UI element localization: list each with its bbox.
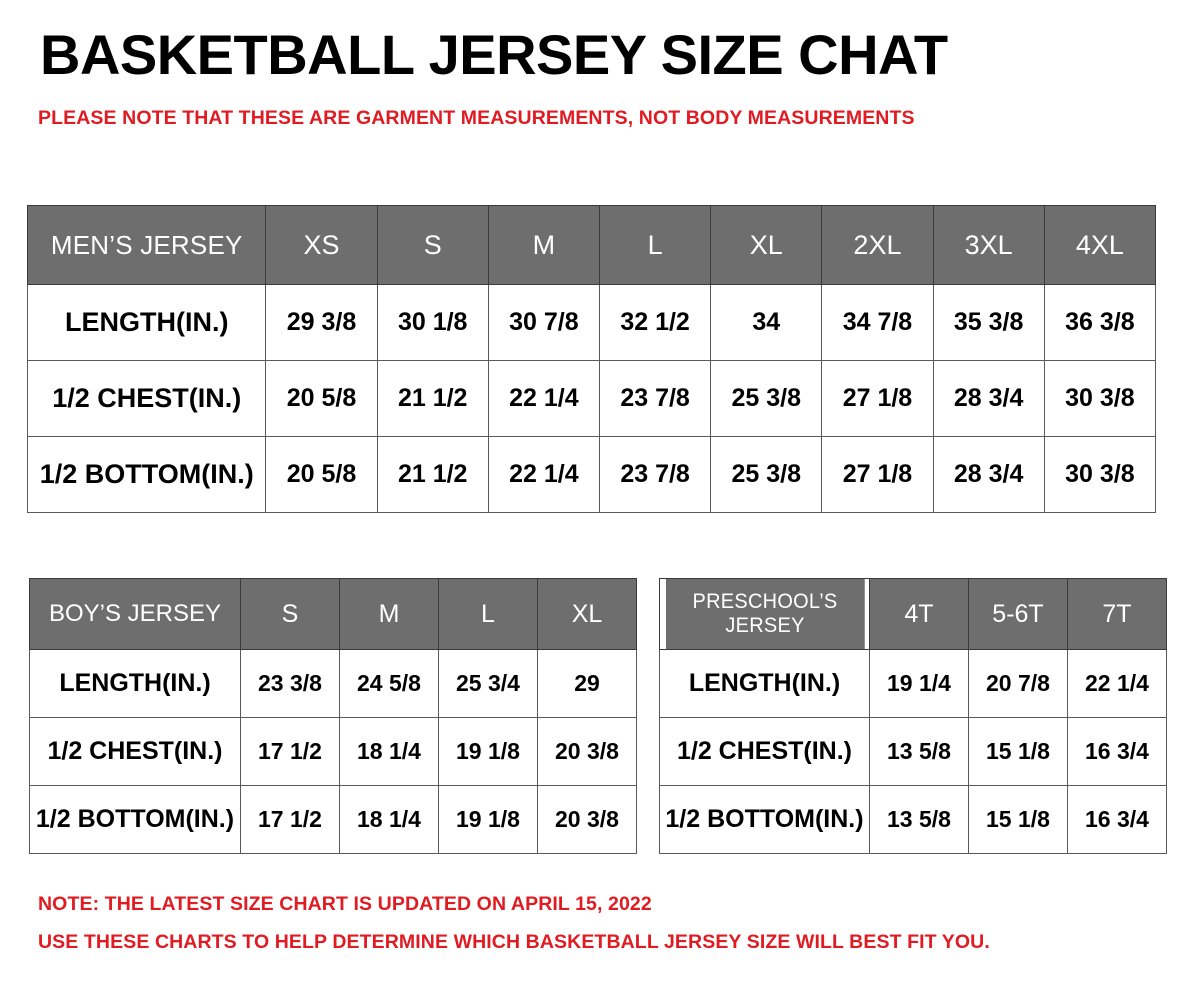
cell-bottom-4xl: 30 3/8 [1043,436,1157,513]
column-header-xl: XL [710,205,823,285]
table-row: 1/2 BOTTOM(IN.) 13 5/8 15 1/8 16 3/4 [659,785,1167,854]
column-header-s: S [376,205,489,285]
column-header-m: M [487,205,600,285]
footer-note-usage: USE THESE CHARTS TO HELP DETERMINE WHICH… [38,931,990,953]
cell-boys-length-m: 24 5/8 [339,649,439,718]
cell-chest-l: 23 7/8 [598,360,712,437]
cell-chest-m: 22 1/4 [487,360,600,437]
row-label-length: LENGTH(IN.) [26,284,267,361]
cell-length-l: 32 1/2 [598,284,712,361]
column-header-4t: 4T [869,578,969,650]
table-row: 1/2 BOTTOM(IN.) 20 5/8 21 1/2 22 1/4 23 … [26,436,1157,513]
cell-boys-bottom-l: 19 1/8 [438,785,538,854]
cell-bottom-xs: 20 5/8 [265,436,378,513]
cell-bottom-l: 23 7/8 [598,436,712,513]
table-row: 1/2 CHEST(IN.) 17 1/2 18 1/4 19 1/8 20 3… [29,717,637,786]
cell-preschool-length-4t: 19 1/4 [869,649,969,718]
garment-measurement-note: PLEASE NOTE THAT THESE ARE GARMENT MEASU… [38,107,915,129]
cell-length-3xl: 35 3/8 [932,284,1045,361]
page-title: BASKETBALL JERSEY SIZE CHAT [40,23,948,86]
table-header-row: PRESCHOOL’S JERSEY 4T 5-6T 7T [660,578,1167,650]
boys-table-title-cell: BOY’S JERSEY [29,578,241,650]
column-header-boys-m: M [339,578,439,650]
row-label-boys-length: LENGTH(IN.) [29,649,241,718]
row-label-preschool-bottom: 1/2 BOTTOM(IN.) [659,785,870,854]
footer-note-updated: NOTE: THE LATEST SIZE CHART IS UPDATED O… [38,893,652,915]
cell-chest-s: 21 1/2 [376,360,489,437]
column-header-3xl: 3XL [932,205,1045,285]
cell-bottom-s: 21 1/2 [376,436,489,513]
cell-chest-xl: 25 3/8 [710,360,823,437]
cell-preschool-bottom-5-6t: 15 1/8 [968,785,1068,854]
cell-length-2xl: 34 7/8 [821,284,934,361]
mens-jersey-size-table: MEN’S JERSEY XS S M L XL 2XL 3XL 4XL LEN… [26,205,1157,513]
row-label-preschool-length: LENGTH(IN.) [659,649,870,718]
cell-preschool-length-5-6t: 20 7/8 [968,649,1068,718]
cell-boys-length-l: 25 3/4 [438,649,538,718]
preschool-jersey-size-table: PRESCHOOL’S JERSEY 4T 5-6T 7T LENGTH(IN.… [659,578,1167,854]
cell-preschool-bottom-7t: 16 3/4 [1067,785,1167,854]
column-header-l: L [598,205,712,285]
cell-chest-4xl: 30 3/8 [1043,360,1157,437]
cell-bottom-2xl: 27 1/8 [821,436,934,513]
cell-boys-chest-m: 18 1/4 [339,717,439,786]
table-row: 1/2 CHEST(IN.) 13 5/8 15 1/8 16 3/4 [659,717,1167,786]
cell-bottom-xl: 25 3/8 [710,436,823,513]
cell-preschool-bottom-4t: 13 5/8 [869,785,969,854]
cell-boys-chest-l: 19 1/8 [438,717,538,786]
cell-chest-3xl: 28 3/4 [932,360,1045,437]
cell-boys-length-s: 23 3/8 [240,649,340,718]
cell-boys-bottom-m: 18 1/4 [339,785,439,854]
cell-preschool-chest-4t: 13 5/8 [869,717,969,786]
mens-table-title-cell: MEN’S JERSEY [26,205,267,285]
cell-boys-bottom-s: 17 1/2 [240,785,340,854]
boys-jersey-size-table: BOY’S JERSEY S M L XL LENGTH(IN.) 23 3/8… [29,578,637,854]
row-label-boys-chest: 1/2 CHEST(IN.) [29,717,241,786]
preschool-table-title-cell: PRESCHOOL’S JERSEY [664,578,865,650]
cell-preschool-chest-5-6t: 15 1/8 [968,717,1068,786]
cell-chest-xs: 20 5/8 [265,360,378,437]
column-header-boys-l: L [438,578,538,650]
row-label-boys-bottom: 1/2 BOTTOM(IN.) [29,785,241,854]
cell-length-s: 30 1/8 [376,284,489,361]
footer-notes: NOTE: THE LATEST SIZE CHART IS UPDATED O… [38,885,1148,961]
column-header-4xl: 4XL [1043,205,1157,285]
cell-length-4xl: 36 3/8 [1043,284,1157,361]
cell-boys-chest-xl: 20 3/8 [537,717,637,786]
table-row: LENGTH(IN.) 19 1/4 20 7/8 22 1/4 [659,649,1167,718]
cell-preschool-chest-7t: 16 3/4 [1067,717,1167,786]
column-header-boys-s: S [240,578,340,650]
column-header-2xl: 2XL [821,205,934,285]
column-header-xs: XS [265,205,378,285]
column-header-5-6t: 5-6T [968,578,1068,650]
cell-length-xs: 29 3/8 [265,284,378,361]
cell-length-xl: 34 [710,284,823,361]
table-row: 1/2 BOTTOM(IN.) 17 1/2 18 1/4 19 1/8 20 … [29,785,637,854]
table-row: LENGTH(IN.) 29 3/8 30 1/8 30 7/8 32 1/2 … [26,284,1157,361]
column-header-7t: 7T [1067,578,1167,650]
cell-bottom-3xl: 28 3/4 [932,436,1045,513]
row-label-preschool-chest: 1/2 CHEST(IN.) [659,717,870,786]
cell-bottom-m: 22 1/4 [487,436,600,513]
table-header-row: BOY’S JERSEY S M L XL [29,578,637,650]
cell-boys-length-xl: 29 [537,649,637,718]
row-label-chest: 1/2 CHEST(IN.) [26,360,267,437]
cell-preschool-length-7t: 22 1/4 [1067,649,1167,718]
row-label-bottom: 1/2 BOTTOM(IN.) [26,436,267,513]
table-row: LENGTH(IN.) 23 3/8 24 5/8 25 3/4 29 [29,649,637,718]
cell-boys-bottom-xl: 20 3/8 [537,785,637,854]
table-row: 1/2 CHEST(IN.) 20 5/8 21 1/2 22 1/4 23 7… [26,360,1157,437]
cell-boys-chest-s: 17 1/2 [240,717,340,786]
cell-length-m: 30 7/8 [487,284,600,361]
table-header-row: MEN’S JERSEY XS S M L XL 2XL 3XL 4XL [26,205,1157,285]
cell-chest-2xl: 27 1/8 [821,360,934,437]
column-header-boys-xl: XL [537,578,637,650]
